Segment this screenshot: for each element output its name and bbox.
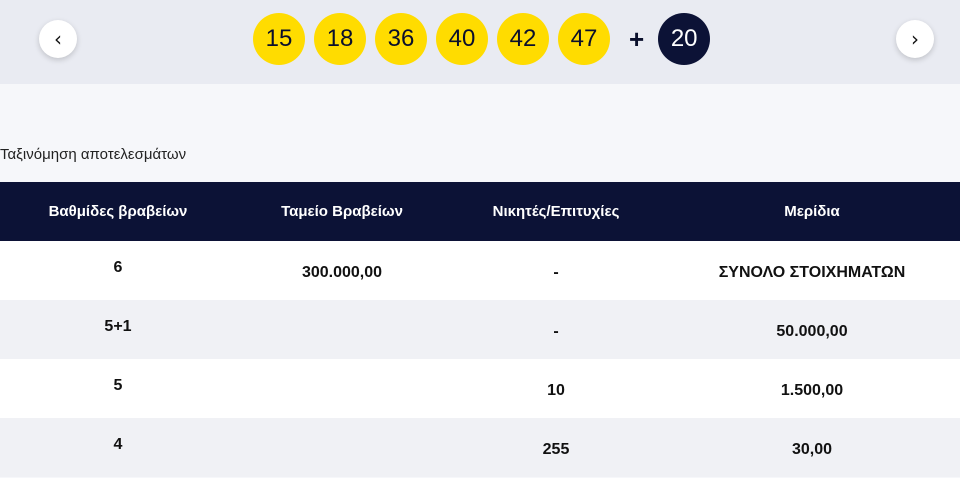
- winners-cell: -: [553, 264, 559, 281]
- dividend-cell: 50.000,00: [776, 323, 848, 340]
- header-prize-fund: Ταμείο Βραβείων: [281, 203, 403, 220]
- prize-fund-cell: [236, 418, 448, 477]
- prize-fund-cell: [236, 300, 448, 359]
- sort-results-label[interactable]: Ταξινόμηση αποτελεσμάτων: [0, 146, 187, 163]
- number-ball: 42: [497, 13, 549, 65]
- next-draw-button[interactable]: ›: [896, 20, 934, 58]
- table-row: 5 10 1.500,00: [0, 359, 960, 418]
- chevron-right-icon: ›: [911, 27, 919, 51]
- header-dividends: Μερίδια: [784, 203, 840, 220]
- table-row: 6 300.000,00 - ΣΥΝΟΛΟ ΣΤΟΙΧΗΜΑΤΩΝ: [0, 241, 960, 300]
- number-ball: 36: [375, 13, 427, 65]
- prize-tier-cell: 6: [113, 259, 123, 276]
- joker-ball: 20: [658, 13, 711, 65]
- table-row: 4 255 30,00: [0, 418, 960, 477]
- dividend-cell: 30,00: [791, 441, 833, 458]
- header-winners: Νικητές/Επιτυχίες: [492, 203, 620, 220]
- table-header-row: Βαθμίδες βραβείων Ταμείο Βραβείων Νικητέ…: [0, 182, 960, 241]
- previous-draw-button[interactable]: ‹: [39, 20, 77, 58]
- number-ball: 15: [253, 13, 305, 65]
- winners-cell: 255: [542, 441, 570, 458]
- drawn-numbers: 15 18 36 40 42 47 + 20: [253, 13, 711, 65]
- prize-tier-cell: 5+1: [104, 318, 132, 335]
- winners-cell: 10: [547, 382, 565, 399]
- table-row: 5+1 - 50.000,00: [0, 300, 960, 359]
- header-prize-tier: Βαθμίδες βραβείων: [48, 203, 188, 220]
- prize-fund-cell: 300.000,00: [301, 264, 383, 281]
- dividend-cell: ΣΥΝΟΛΟ ΣΤΟΙΧΗΜΑΤΩΝ: [718, 264, 906, 281]
- plus-sign: +: [629, 23, 645, 54]
- number-ball: 47: [558, 13, 610, 65]
- prize-fund-cell: [236, 359, 448, 418]
- prize-tier-cell: 4: [113, 436, 123, 453]
- prize-tier-cell: 5: [113, 377, 123, 394]
- number-ball: 40: [436, 13, 488, 65]
- winners-cell: -: [553, 323, 559, 340]
- chevron-left-icon: ‹: [54, 27, 62, 51]
- number-ball: 18: [314, 13, 366, 65]
- prize-table: Βαθμίδες βραβείων Ταμείο Βραβείων Νικητέ…: [0, 182, 960, 477]
- dividend-cell: 1.500,00: [780, 382, 844, 399]
